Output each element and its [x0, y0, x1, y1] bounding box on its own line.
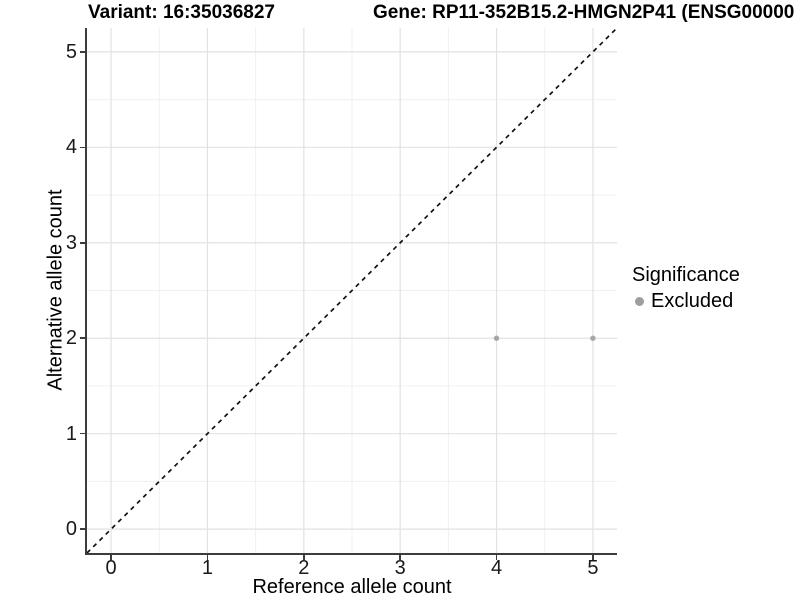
x-tick-mark	[399, 555, 401, 560]
plot-panel	[85, 28, 617, 555]
y-tick-mark	[80, 146, 85, 149]
x-tick-mark	[592, 555, 594, 560]
x-tick-label: 2	[298, 557, 310, 579]
legend-title: Significance	[632, 264, 740, 286]
x-tick-label: 3	[394, 557, 406, 579]
y-axis-title: Alternative allele count	[44, 189, 67, 391]
x-tick-label: 4	[490, 557, 503, 579]
y-tick-mark	[80, 242, 85, 244]
y-tick-label: 5	[65, 40, 77, 63]
variant-title: Variant: 16:35036827	[88, 2, 275, 23]
x-tick-label: 5	[587, 557, 599, 579]
y-tick-mark	[80, 528, 85, 530]
legend-item-excluded: Excluded	[632, 288, 740, 314]
legend-item-label: Excluded	[651, 290, 734, 312]
y-tick-mark	[80, 337, 85, 339]
x-tick-mark	[110, 555, 112, 560]
identity-line	[87, 28, 617, 553]
x-tick-mark	[303, 555, 305, 560]
y-tick-mark	[80, 432, 85, 435]
x-tick-mark	[206, 555, 209, 560]
x-tick-label: 1	[201, 557, 214, 579]
y-tick-label: 0	[65, 518, 77, 541]
scatter-plot-area	[87, 28, 617, 553]
x-axis-title: Reference allele count	[252, 576, 452, 598]
y-tick-label: 3	[65, 231, 77, 254]
data-point	[590, 335, 596, 341]
x-tick-label: 0	[105, 557, 117, 579]
excluded-point-icon	[635, 296, 644, 306]
y-tick-mark	[80, 51, 85, 53]
x-tick-mark	[495, 555, 498, 560]
data-point	[493, 335, 500, 341]
y-tick-label: 1	[65, 422, 77, 445]
y-tick-label: 4	[65, 136, 77, 159]
y-tick-label: 2	[65, 327, 77, 350]
legend: Significance Excluded	[632, 262, 740, 314]
gene-title: Gene: RP11-352B15.2-HMGN2P41 (ENSG00000	[373, 2, 795, 23]
